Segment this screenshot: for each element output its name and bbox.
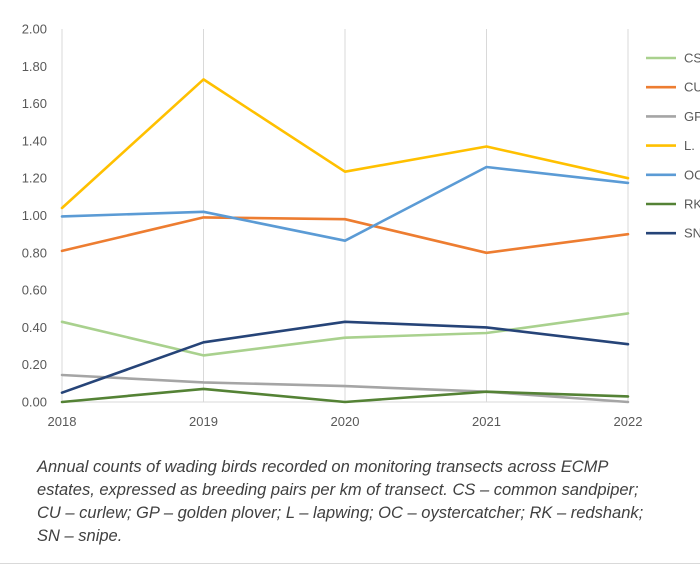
x-tick-label: 2019 xyxy=(189,414,218,429)
series-line-cs xyxy=(60,312,630,357)
y-tick-label: 0.40 xyxy=(22,320,47,335)
y-tick-label: 1.40 xyxy=(22,133,47,148)
legend-label-oc: OC xyxy=(684,167,700,182)
series-lines xyxy=(60,78,630,404)
y-tick-label: 0.60 xyxy=(22,283,47,298)
bottom-divider xyxy=(0,563,700,564)
y-tick-label: 2.00 xyxy=(22,22,47,37)
series-line-sn xyxy=(60,320,630,395)
legend-label-cs: CS xyxy=(684,51,700,66)
legend-label-l: L. xyxy=(684,138,695,153)
y-tick-label: 1.80 xyxy=(22,59,47,74)
x-tick-label: 2022 xyxy=(614,414,643,429)
y-tick-label: 1.60 xyxy=(22,96,47,111)
legend-label-rk: RK xyxy=(684,197,700,212)
legend-label-sn: SN xyxy=(684,226,700,241)
legend-label-cu: CU xyxy=(684,80,700,95)
series-line-cu xyxy=(60,216,630,255)
y-tick-label: 0.20 xyxy=(22,357,47,372)
y-axis-ticks: 0.00 0.20 0.40 0.60 0.80 1.00 1.20 1.40 1.60 1.80… xyxy=(22,22,47,410)
grid-lines xyxy=(61,29,629,403)
y-tick-label: 1.00 xyxy=(22,208,47,223)
legend-label-gp: GP xyxy=(684,109,700,124)
x-axis-ticks: 2018 2019 2020 2021 2022 xyxy=(48,414,643,429)
line-chart: 0.00 0.20 0.40 0.60 0.80 1.00 1.20 1.40 1.60 1.80… xyxy=(22,22,700,430)
x-tick-label: 2021 xyxy=(472,414,501,429)
y-tick-label: 1.20 xyxy=(22,171,47,186)
series-line-rk xyxy=(60,387,630,404)
series-line-gp xyxy=(60,373,630,404)
series-line-oc xyxy=(60,165,630,242)
legend: CS CU GP L. OC RK SN xyxy=(646,51,700,241)
series-line-l xyxy=(60,78,630,210)
y-tick-label: 0.80 xyxy=(22,245,47,260)
y-tick-label: 0.00 xyxy=(22,395,47,410)
x-tick-label: 2018 xyxy=(48,414,77,429)
x-tick-label: 2020 xyxy=(331,414,360,429)
figure-caption: Annual counts of wading birds recorded o… xyxy=(37,458,644,545)
